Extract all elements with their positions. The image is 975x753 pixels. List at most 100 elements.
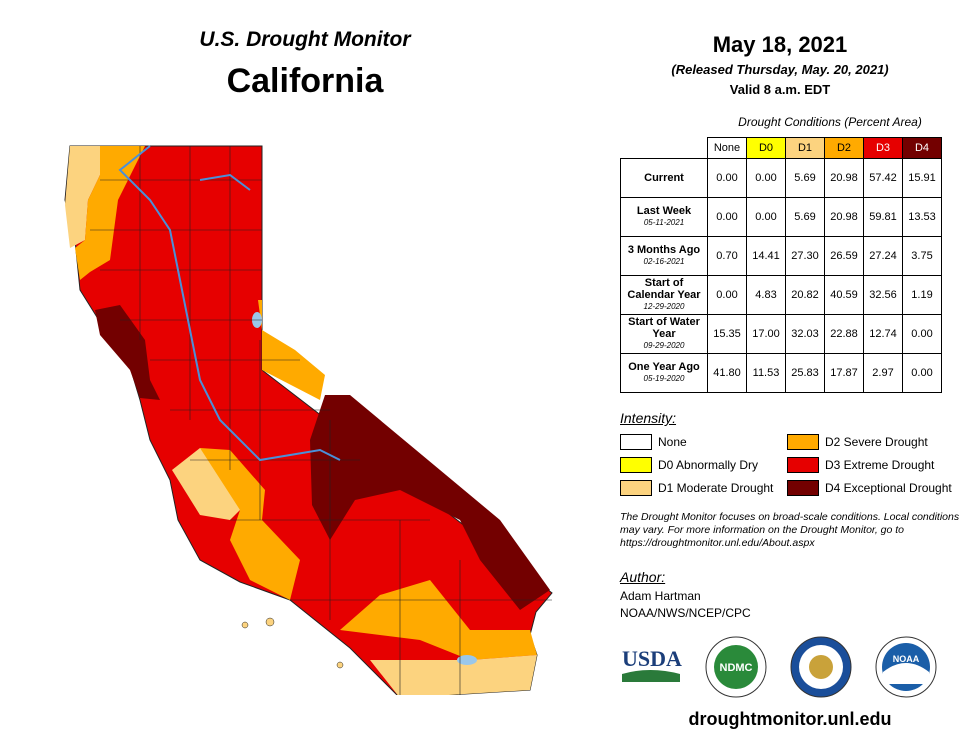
d4-region	[310, 395, 550, 610]
table-cell: 22.88	[824, 314, 864, 354]
legend-item-none: None	[620, 434, 687, 450]
d2-region	[200, 448, 300, 600]
author-name: Adam Hartman	[620, 589, 701, 603]
table-cell: 20.82	[785, 275, 825, 315]
row-label: Last Week 05-11-2021	[620, 197, 708, 237]
d1-region	[65, 146, 100, 248]
legend-item-d0: D0 Abnormally Dry	[620, 457, 758, 473]
row-label: Start of Water Year 09-29-2020	[620, 314, 708, 354]
noaa-logo-text: NOAA	[893, 654, 920, 664]
table-cell: 5.69	[785, 197, 825, 237]
row-label: Start of Calendar Year 12-29-2020	[620, 275, 708, 315]
website-url[interactable]: droughtmonitor.unl.edu	[688, 709, 892, 729]
legend-swatch	[787, 480, 819, 496]
california-drought-map	[64, 145, 553, 695]
table-cell: 41.80	[707, 353, 747, 393]
release-date: (Released Thursday, May. 20, 2021)	[671, 62, 889, 77]
d3-region	[64, 145, 553, 695]
author-org: NOAA/NWS/NCEP/CPC	[620, 606, 751, 620]
legend-swatch	[787, 434, 819, 450]
island	[241, 621, 249, 629]
table-row: Last Week 05-11-2021 0.00 0.00 5.69 20.98…	[620, 197, 942, 237]
table-cell: 0.00	[707, 197, 747, 237]
d4-region	[95, 305, 160, 400]
map-date: May 18, 2021	[712, 32, 848, 57]
legend-label: D3 Extreme Drought	[825, 458, 935, 472]
col-header-d0: D0	[746, 137, 786, 159]
table-cell: 0.00	[902, 314, 942, 354]
river	[199, 173, 251, 191]
row-label: 3 Months Ago 02-16-2021	[620, 236, 708, 276]
ndmc-logo: NDMC	[705, 636, 767, 703]
table-cell: 17.87	[824, 353, 864, 393]
commerce-seal	[790, 636, 852, 703]
table-cell: 0.00	[746, 158, 786, 198]
col-header-none: None	[707, 137, 747, 159]
table-cell: 20.98	[824, 158, 864, 198]
legend-label: None	[658, 435, 687, 449]
usda-logo-text: USDA	[622, 646, 682, 671]
table-cell: 32.03	[785, 314, 825, 354]
disclaimer-note: The Drought Monitor focuses on broad-sca…	[620, 511, 960, 549]
table-cell: 14.41	[746, 236, 786, 276]
ndmc-logo-text: NDMC	[720, 662, 753, 674]
valid-time: Valid 8 a.m. EDT	[729, 82, 831, 97]
table-cell: 20.98	[824, 197, 864, 237]
state-name: California	[226, 62, 384, 100]
legend-swatch	[787, 457, 819, 473]
legend-label: D4 Exceptional Drought	[825, 481, 952, 495]
author-heading: Author:	[620, 569, 666, 585]
table-cell: 0.00	[707, 275, 747, 315]
table-cell: 0.00	[707, 158, 747, 198]
table-cell: 11.53	[746, 353, 786, 393]
table-title: Drought Conditions (Percent Area)	[738, 115, 922, 129]
table-cell: 27.30	[785, 236, 825, 276]
table-cell: 5.69	[785, 158, 825, 198]
col-header-d2: D2	[824, 137, 864, 159]
island	[336, 661, 344, 669]
table-cell: 0.70	[707, 236, 747, 276]
legend-swatch	[620, 434, 652, 450]
table-cell: 25.83	[785, 353, 825, 393]
legend-item-d1: D1 Moderate Drought	[620, 480, 773, 496]
table-cell: 27.24	[863, 236, 903, 276]
conditions-table: None D0 D1 D2 D3 D4 Current 0.00 0.00 5.…	[620, 137, 942, 393]
legend-item-d3: D3 Extreme Drought	[787, 457, 934, 473]
legend-item-d4: D4 Exceptional Drought	[787, 480, 952, 496]
d1-region	[370, 655, 537, 695]
col-header-d4: D4	[902, 137, 942, 159]
col-header-d1: D1	[785, 137, 825, 159]
table-cell: 3.75	[902, 236, 942, 276]
table-row: 3 Months Ago 02-16-2021 0.70 14.41 27.30 …	[620, 236, 942, 276]
table-cell: 4.83	[746, 275, 786, 315]
legend-swatch	[620, 480, 652, 496]
d2-region	[75, 146, 145, 280]
legend-item-d2: D2 Severe Drought	[787, 434, 928, 450]
island	[265, 617, 275, 627]
legend-label: D1 Moderate Drought	[658, 481, 774, 495]
table-cell: 0.00	[746, 197, 786, 237]
table-row: Start of Water Year 09-29-2020 15.35 17.0…	[620, 314, 942, 354]
legend-label: D0 Abnormally Dry	[658, 458, 759, 472]
legend-title: Intensity:	[620, 410, 677, 426]
table-cell: 26.59	[824, 236, 864, 276]
table-cell: 57.42	[863, 158, 903, 198]
table-cell: 12.74	[863, 314, 903, 354]
row-label: One Year Ago 05-19-2020	[620, 353, 708, 393]
table-cell: 32.56	[863, 275, 903, 315]
river	[118, 145, 341, 462]
usda-logo: USDA	[620, 640, 682, 690]
table-cell: 0.00	[902, 353, 942, 393]
legend-swatch	[620, 457, 652, 473]
noaa-logo: NOAA	[875, 636, 937, 703]
map-title: U.S. Drought Monitor	[199, 28, 411, 51]
table-cell: 15.35	[707, 314, 747, 354]
table-cell: 2.97	[863, 353, 903, 393]
table-row: Start of Calendar Year 12-29-2020 0.00 4.…	[620, 275, 942, 315]
table-row: One Year Ago 05-19-2020 41.80 11.53 25.83…	[620, 353, 942, 393]
table-cell: 59.81	[863, 197, 903, 237]
table-cell: 1.19	[902, 275, 942, 315]
table-cell: 40.59	[824, 275, 864, 315]
lake	[457, 655, 477, 665]
table-cell: 17.00	[746, 314, 786, 354]
